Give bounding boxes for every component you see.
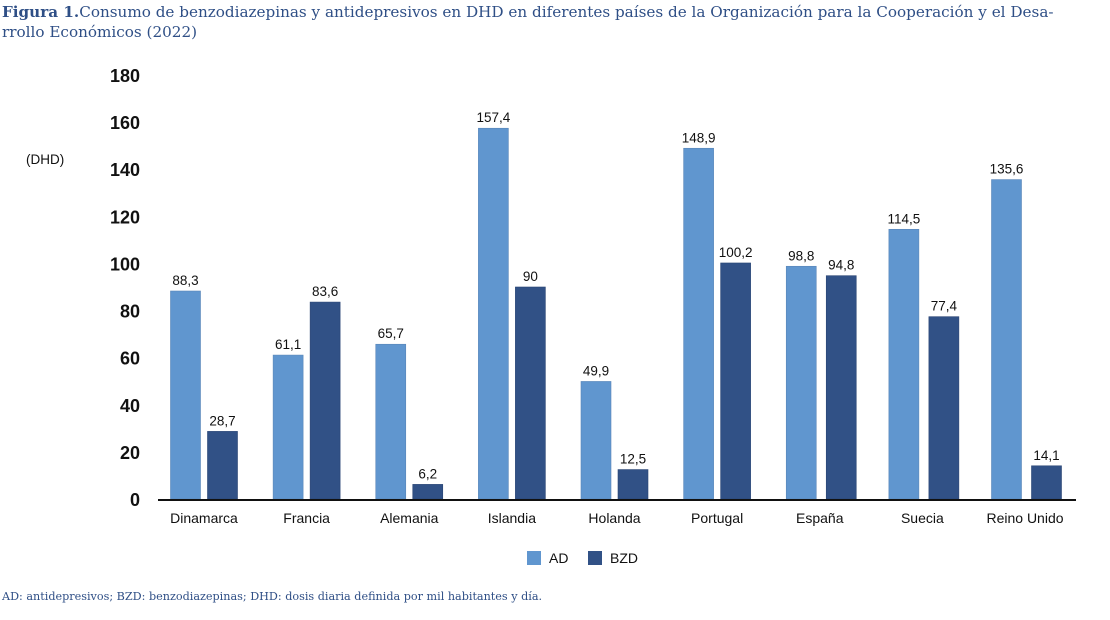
- bar-ad: [170, 290, 201, 500]
- y-tick-label: 60: [120, 349, 140, 369]
- bar-bzd: [928, 316, 960, 500]
- legend-swatch: [527, 551, 541, 565]
- legend-label: AD: [549, 550, 568, 566]
- y-tick-label: 160: [110, 113, 140, 133]
- x-tick-label: Suecia: [901, 510, 944, 526]
- bar-bzd: [825, 275, 857, 500]
- figure-title: Figura 1.Consumo de benzodiazepinas y an…: [2, 2, 1107, 42]
- data-label: 135,6: [990, 162, 1024, 177]
- x-tick-label: España: [796, 510, 844, 526]
- y-tick-label: 180: [110, 66, 140, 86]
- data-label: 88,3: [172, 273, 198, 288]
- data-label: 28,7: [209, 413, 235, 428]
- x-tick-label: Holanda: [588, 510, 640, 526]
- data-label: 49,9: [583, 363, 609, 378]
- bar-ad: [683, 147, 714, 500]
- bar-ad: [785, 265, 817, 500]
- legend-label: BZD: [610, 550, 638, 566]
- data-label: 98,8: [788, 248, 814, 263]
- data-label: 157,4: [476, 110, 510, 125]
- x-tick-label: Portugal: [691, 510, 743, 526]
- legend: AD BZD: [527, 550, 638, 566]
- legend-item-bzd: BZD: [588, 550, 638, 566]
- x-tick-label: Francia: [283, 510, 330, 526]
- bar-ad: [375, 343, 407, 500]
- data-label: 12,5: [620, 452, 646, 467]
- bar-ad: [580, 381, 612, 500]
- data-label: 14,1: [1033, 448, 1059, 463]
- data-label: 94,8: [828, 258, 854, 273]
- y-tick-label: 40: [120, 396, 140, 416]
- y-tick-label: 20: [120, 443, 140, 463]
- y-tick-label: 0: [130, 490, 140, 510]
- data-label: 114,5: [887, 211, 920, 226]
- figure-label: Figura 1.: [2, 3, 80, 21]
- figure-footnote: AD: antidepresivos; BZD: benzodiazepinas…: [2, 590, 543, 603]
- figure-title-line1: Consumo de benzodiazepinas y antidepresi…: [79, 3, 1054, 21]
- y-tick-label: 120: [110, 207, 140, 227]
- x-tick-label: Alemania: [380, 510, 439, 526]
- y-tick-label: 100: [110, 254, 140, 274]
- data-label: 100,2: [719, 245, 753, 260]
- bar-chart: 0 20 40 60 80 100 120 140 160 180 (DHD) 88,3 28,7 6…: [26, 66, 1076, 566]
- y-axis-label: (DHD): [26, 152, 64, 167]
- bar-bzd: [515, 286, 546, 500]
- x-tick-label: Dinamarca: [170, 510, 238, 526]
- data-label: 65,7: [378, 326, 404, 341]
- data-label: 77,4: [931, 299, 958, 314]
- x-axis: Dinamarca Francia Alemania Islandia Holanda P…: [170, 510, 1064, 526]
- x-tick-label: Reino Unido: [986, 510, 1063, 526]
- bar-bzd: [309, 301, 341, 500]
- legend-swatch: [588, 551, 602, 565]
- y-tick-label: 80: [120, 302, 140, 322]
- bar-bzd: [412, 484, 444, 500]
- data-label: 6,2: [418, 466, 437, 481]
- figure-title-line2: rrollo Económicos (2022): [2, 23, 198, 41]
- y-axis: 0 20 40 60 80 100 120 140 160 180: [110, 66, 140, 510]
- y-tick-label: 140: [110, 160, 140, 180]
- bars: 88,3 28,7 61,1 83,6 65,7 6,2 157,4 90 49,9 12,5 14…: [170, 110, 1062, 500]
- data-label: 83,6: [312, 284, 338, 299]
- bar-ad: [478, 127, 509, 500]
- bar-bzd: [207, 431, 238, 500]
- legend-item-ad: AD: [527, 550, 568, 566]
- bar-ad: [991, 179, 1022, 500]
- data-label: 148,9: [682, 130, 716, 145]
- bar-bzd: [617, 469, 649, 500]
- bar-ad: [888, 228, 920, 500]
- data-label: 61,1: [275, 337, 301, 352]
- data-label: 90: [523, 269, 538, 284]
- x-tick-label: Islandia: [488, 510, 536, 526]
- bar-bzd: [1031, 465, 1062, 500]
- bar-ad: [272, 354, 304, 500]
- bar-bzd: [720, 262, 751, 500]
